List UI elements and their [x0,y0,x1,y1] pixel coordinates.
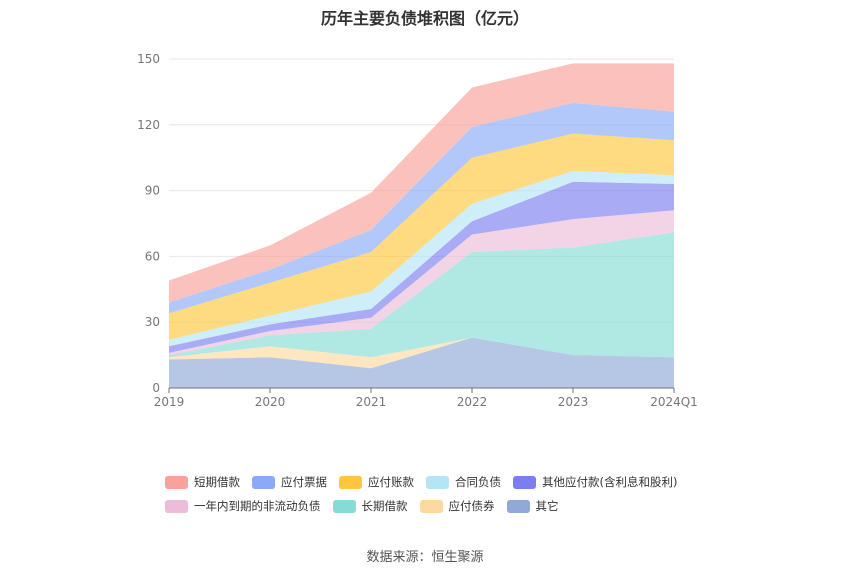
data-source: 数据来源：恒生聚源 [366,550,484,565]
legend-swatch [339,475,362,489]
area-series [169,337,674,369]
chart-title: 历年主要负债堆积图（亿元） [320,9,529,28]
legend-label: 应付账款 [368,475,414,489]
y-tick-label: 30 [145,315,160,329]
legend-label: 应付票据 [281,475,327,489]
x-tick-label: 2021 [356,395,387,409]
area-series [169,337,674,388]
area-series [169,63,674,303]
legend-row: 短期借款 应付票据 应付账款 合同负债 其他应付款(含利息和股利) [165,474,689,490]
legend-swatch [426,475,449,489]
legend-swatch [252,475,275,489]
y-tick-label: 120 [137,118,160,132]
y-tick-label: 60 [145,249,160,263]
legend-label: 长期借款 [361,499,408,513]
legend-swatch [419,499,443,513]
legend-label: 应付债券 [448,499,495,513]
stacked-area-chart: 0 30 60 90 120 150 2019 2020 2021 2022 2023 2024Q1 [137,52,698,409]
x-tick-label: 2024Q1 [650,395,698,409]
area-series [169,232,674,358]
legend-label: 一年内到期的非流动负债 [194,499,321,513]
legend-label: 其它 [535,499,559,513]
legend-item[interactable]: 应付账款 [339,474,414,490]
legend-item[interactable]: 应付票据 [252,474,327,490]
legend-item[interactable]: 长期借款 [332,498,408,514]
legend-item[interactable]: 一年内到期的非流动负债 [165,498,321,514]
legend-item[interactable]: 合同负债 [426,474,501,490]
legend-swatch [513,475,536,489]
area-series [169,210,674,356]
legend-label: 其他应付款(含利息和股利) [542,475,678,489]
legend-swatch [506,499,530,513]
area-series [169,102,674,314]
legend-item[interactable]: 应付债券 [419,498,495,514]
legend-swatch [332,499,356,513]
legend-row: 一年内到期的非流动负债 长期借款 应付债券 其它 [165,498,571,514]
y-tick-label: 0 [152,381,160,395]
legend-label: 短期借款 [194,475,240,489]
legend-swatch [165,475,188,489]
legend-item[interactable]: 其他应付款(含利息和股利) [513,474,677,490]
legend-item[interactable]: 其它 [506,498,559,514]
x-tick-label: 2020 [255,395,286,409]
x-tick-label: 2022 [457,395,488,409]
area-series [169,133,674,340]
x-tick-label: 2023 [558,395,589,409]
y-tick-label: 150 [137,52,160,66]
legend-label: 合同负债 [455,475,501,489]
area-series [169,170,674,347]
legend-swatch [165,499,188,513]
x-tick-label: 2019 [154,395,185,409]
area-series [169,181,674,353]
legend-item[interactable]: 短期借款 [165,474,240,490]
y-tick-label: 90 [145,184,160,198]
